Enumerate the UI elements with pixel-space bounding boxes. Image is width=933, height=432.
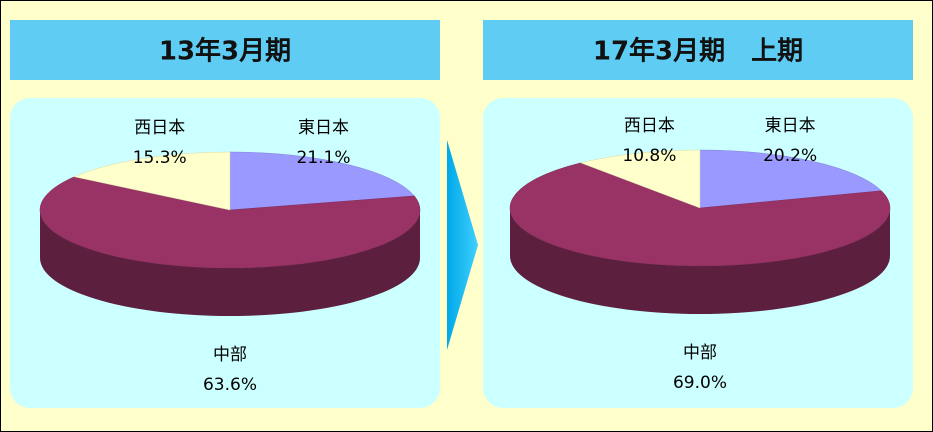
pie-slice bbox=[579, 149, 701, 209]
pie-side bbox=[40, 210, 420, 316]
value-label: 20.2% bbox=[763, 146, 817, 166]
pie-slice bbox=[229, 151, 415, 211]
value-label: 21.1% bbox=[297, 148, 351, 168]
value-label: 63.6% bbox=[203, 375, 257, 395]
category-label: 中部 bbox=[213, 345, 247, 365]
pie-slice bbox=[73, 151, 231, 211]
arrow bbox=[447, 140, 478, 350]
pie-slice bbox=[39, 176, 421, 269]
category-label: 東日本 bbox=[765, 116, 816, 136]
pie-slice bbox=[699, 149, 882, 209]
value-label: 15.3% bbox=[133, 148, 187, 168]
category-label: 西日本 bbox=[134, 118, 185, 138]
chart-title: 13年3月期 bbox=[159, 36, 291, 67]
value-label: 69.0% bbox=[673, 373, 727, 393]
category-label: 西日本 bbox=[624, 116, 675, 136]
pie-slice bbox=[509, 162, 891, 267]
header-bar bbox=[10, 20, 440, 80]
category-label: 東日本 bbox=[298, 118, 349, 138]
header-bar bbox=[483, 20, 913, 80]
value-label: 10.8% bbox=[622, 146, 676, 166]
category-label: 中部 bbox=[683, 343, 717, 363]
chart-title: 17年3月期 上期 bbox=[593, 36, 803, 67]
pie-side bbox=[510, 208, 890, 314]
